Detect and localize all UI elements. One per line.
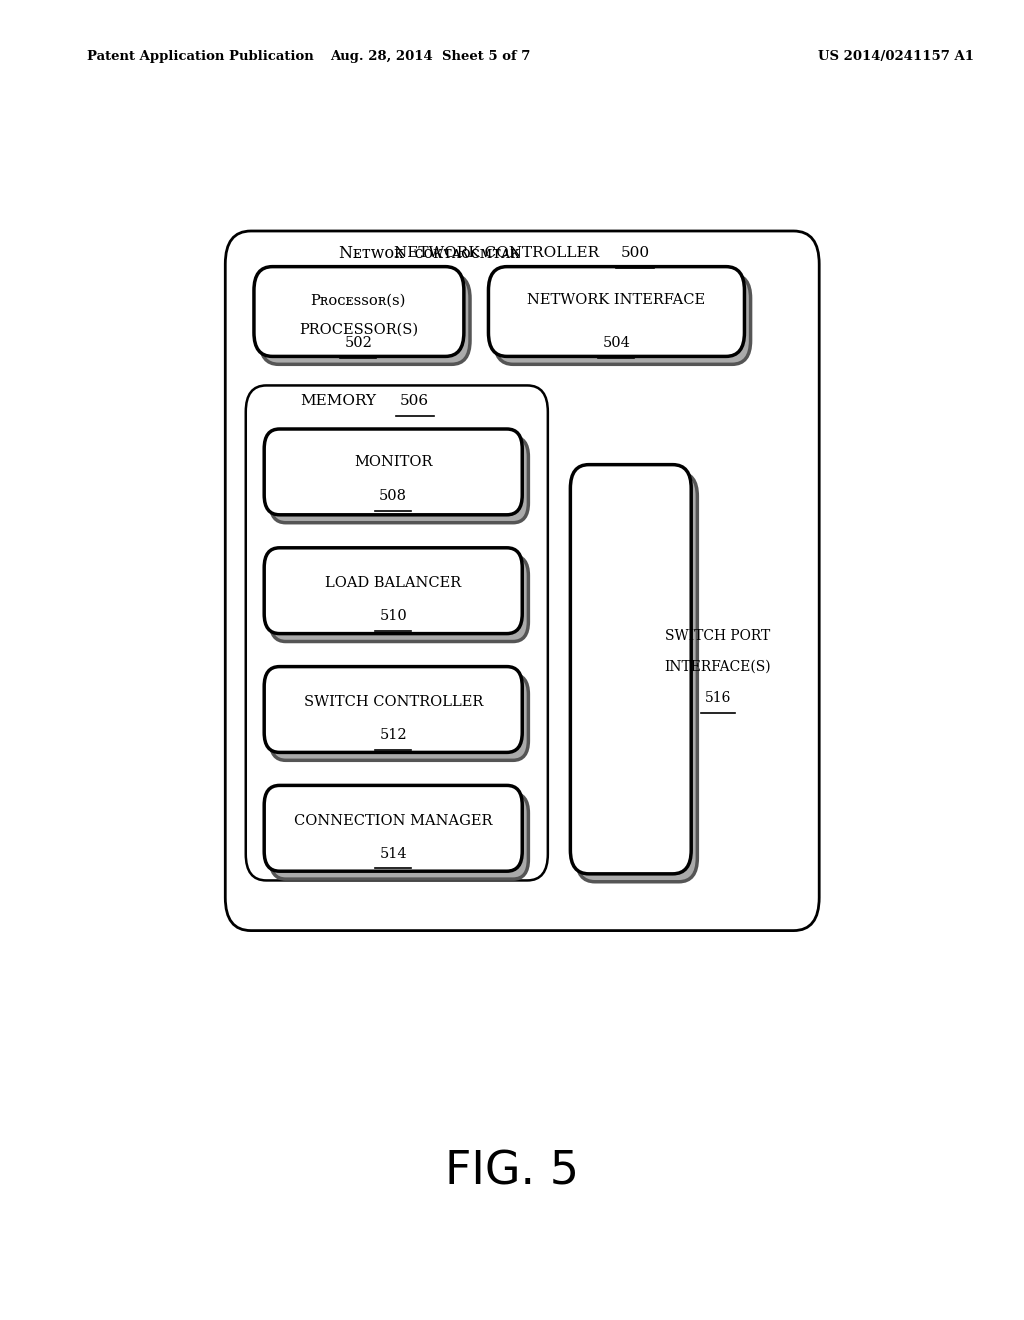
Text: US 2014/0241157 A1: US 2014/0241157 A1	[818, 50, 974, 63]
FancyBboxPatch shape	[270, 675, 528, 760]
Text: 500: 500	[621, 247, 649, 260]
Text: Aug. 28, 2014  Sheet 5 of 7: Aug. 28, 2014 Sheet 5 of 7	[330, 50, 530, 63]
Text: SWITCH PORT: SWITCH PORT	[666, 630, 770, 643]
Text: FIG. 5: FIG. 5	[445, 1150, 579, 1195]
Text: Pʀᴏᴄᴇѕѕᴏʀ(ѕ): Pʀᴏᴄᴇѕѕᴏʀ(ѕ)	[310, 294, 407, 308]
FancyBboxPatch shape	[264, 429, 522, 515]
FancyBboxPatch shape	[264, 667, 522, 752]
Text: INTERFACE(S): INTERFACE(S)	[665, 660, 771, 673]
Text: Nᴇᴛᴡᴏᴋ  ᴄᴏᴋᴛᴀᴏᴄᴍᴛᴀᴋ: Nᴇᴛᴡᴏᴋ ᴄᴏᴋᴛᴀᴏᴄᴍᴛᴀᴋ	[339, 246, 521, 261]
Text: NETWORK INTERFACE: NETWORK INTERFACE	[527, 293, 706, 306]
FancyBboxPatch shape	[264, 548, 522, 634]
Text: 516: 516	[705, 692, 731, 705]
Text: 514: 514	[380, 847, 407, 861]
Text: 504: 504	[602, 337, 631, 350]
FancyBboxPatch shape	[260, 275, 470, 364]
Text: 502: 502	[344, 337, 373, 350]
FancyBboxPatch shape	[570, 465, 691, 874]
FancyBboxPatch shape	[270, 437, 528, 523]
FancyBboxPatch shape	[577, 473, 697, 882]
FancyBboxPatch shape	[264, 785, 522, 871]
Text: SWITCH CONTROLLER: SWITCH CONTROLLER	[303, 696, 483, 709]
FancyBboxPatch shape	[254, 267, 464, 356]
FancyBboxPatch shape	[270, 556, 528, 642]
Text: NETWORK CONTROLLER: NETWORK CONTROLLER	[394, 247, 599, 260]
FancyBboxPatch shape	[495, 275, 751, 364]
FancyBboxPatch shape	[246, 385, 548, 880]
Text: LOAD BALANCER: LOAD BALANCER	[326, 577, 461, 590]
FancyBboxPatch shape	[488, 267, 744, 356]
Text: 510: 510	[379, 610, 408, 623]
Text: CONNECTION MANAGER: CONNECTION MANAGER	[294, 814, 493, 828]
Text: 506: 506	[400, 395, 429, 408]
Text: 512: 512	[380, 729, 407, 742]
Text: MONITOR: MONITOR	[354, 455, 432, 469]
Text: Patent Application Publication: Patent Application Publication	[87, 50, 313, 63]
Text: PROCESSOR(S): PROCESSOR(S)	[299, 323, 418, 337]
FancyBboxPatch shape	[225, 231, 819, 931]
Text: 508: 508	[379, 490, 408, 503]
Text: MEMORY: MEMORY	[300, 395, 376, 408]
FancyBboxPatch shape	[270, 793, 528, 879]
